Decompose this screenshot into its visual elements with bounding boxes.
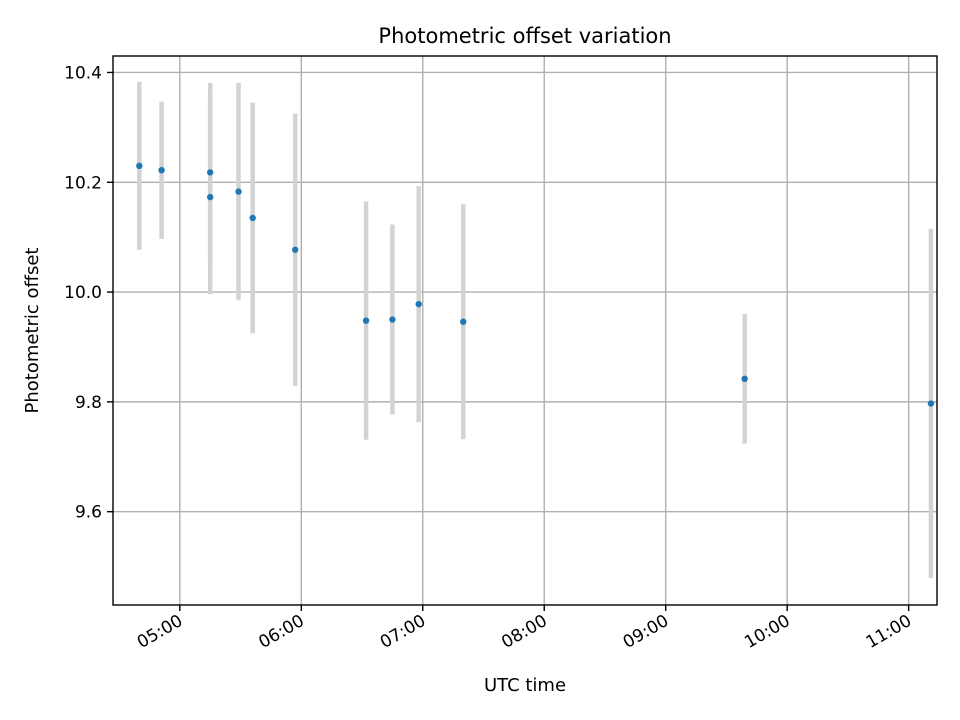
grid — [113, 56, 937, 605]
data-point — [415, 300, 422, 308]
data-point — [927, 400, 935, 407]
x-axis-title: UTC time — [484, 675, 566, 696]
data-point — [136, 162, 143, 169]
data-point — [235, 188, 242, 195]
y-tick-label: 10.0 — [64, 283, 102, 303]
data-point — [389, 316, 396, 323]
data-point — [362, 317, 370, 324]
data-point — [741, 375, 748, 383]
y-tick-label: 9.6 — [75, 503, 102, 523]
data-points — [136, 162, 935, 407]
data-point — [206, 169, 214, 176]
plot-frame — [112, 55, 938, 606]
data-point — [460, 318, 467, 325]
data-point — [158, 166, 165, 174]
y-tick-label: 9.8 — [75, 393, 102, 413]
data-point — [292, 246, 299, 253]
y-tick-label: 10.4 — [64, 63, 102, 83]
chart-title: Photometric offset variation — [378, 24, 671, 48]
data-point — [249, 214, 256, 222]
y-axis-title: Photometric offset — [22, 248, 43, 414]
y-tick-label: 10.2 — [64, 173, 102, 193]
data-point — [206, 193, 214, 201]
